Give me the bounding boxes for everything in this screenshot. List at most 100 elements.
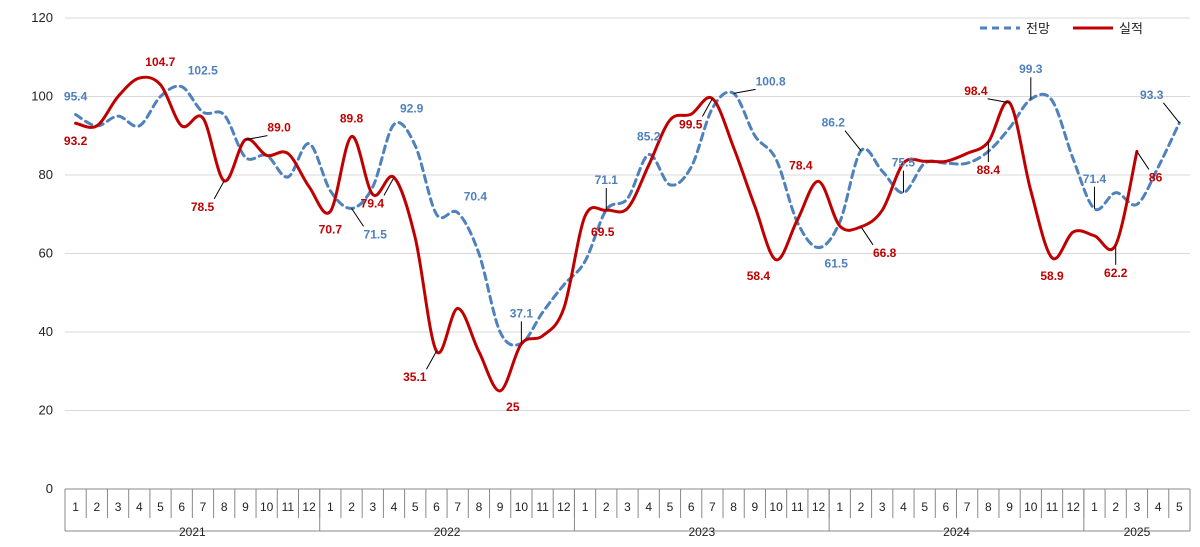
data-label: 66.8 <box>873 246 897 260</box>
y-tick-label: 20 <box>39 403 53 418</box>
data-label-leader <box>1136 151 1150 170</box>
month-label: 5 <box>921 500 928 514</box>
data-label: 88.4 <box>977 163 1001 177</box>
y-axis: 0 20 40 60 80 100 120 <box>31 10 53 496</box>
data-label: 62.2 <box>1104 266 1128 280</box>
data-label: 75.5 <box>892 156 916 170</box>
month-label: 10 <box>515 500 529 514</box>
month-label: 2 <box>1112 500 1119 514</box>
data-label: 71.5 <box>364 227 388 241</box>
data-label-leader <box>844 130 862 151</box>
month-label: 8 <box>476 500 483 514</box>
month-label: 11 <box>1046 500 1059 514</box>
month-label: 6 <box>943 500 950 514</box>
month-label: 7 <box>709 500 716 514</box>
month-label: 2 <box>93 500 100 514</box>
data-label-leader <box>351 208 364 227</box>
month-label: 2 <box>858 500 865 514</box>
month-label: 8 <box>221 500 228 514</box>
month-label: 6 <box>688 500 695 514</box>
data-label: 25 <box>506 400 520 414</box>
month-label: 4 <box>645 500 652 514</box>
month-label: 3 <box>1134 500 1141 514</box>
month-label: 9 <box>497 500 504 514</box>
year-label: 2022 <box>434 525 461 539</box>
month-label: 5 <box>667 500 674 514</box>
legend-label-actual: 실적 <box>1119 22 1143 37</box>
legend: 전망 실적 <box>980 22 1143 37</box>
year-label: 2025 <box>1124 525 1151 539</box>
data-label: 69.5 <box>591 225 615 239</box>
y-tick-label: 100 <box>31 89 53 104</box>
month-label: 6 <box>178 500 185 514</box>
data-label-leader <box>860 226 874 246</box>
y-tick-label: 0 <box>46 481 53 496</box>
month-label: 1 <box>582 500 589 514</box>
month-label: 12 <box>557 500 571 514</box>
month-label: 3 <box>369 500 376 514</box>
data-label: 70.4 <box>464 190 488 204</box>
data-label-leader <box>245 135 268 141</box>
month-label: 7 <box>200 500 207 514</box>
month-label: 10 <box>1024 500 1038 514</box>
data-label: 89.0 <box>267 121 291 135</box>
grid-lines <box>65 17 1190 411</box>
month-label: 3 <box>115 500 122 514</box>
data-label: 85.2 <box>637 130 661 144</box>
month-label: 5 <box>157 500 164 514</box>
data-label: 86 <box>1149 170 1163 184</box>
data-label: 95.4 <box>64 90 88 104</box>
data-label-leader <box>701 98 713 117</box>
month-label: 11 <box>282 500 295 514</box>
month-label: 3 <box>624 500 631 514</box>
month-label: 10 <box>769 500 783 514</box>
month-label: 6 <box>433 500 440 514</box>
data-label: 37.1 <box>510 306 534 320</box>
data-label: 71.4 <box>1083 172 1107 186</box>
data-label-leader <box>733 88 756 94</box>
data-label: 92.9 <box>400 101 424 115</box>
data-label: 93.2 <box>64 134 88 148</box>
data-label: 89.8 <box>340 112 364 126</box>
month-label: 10 <box>260 500 274 514</box>
y-tick-label: 120 <box>31 10 53 25</box>
y-tick-label: 80 <box>39 167 53 182</box>
series-line-actual <box>74 75 1139 393</box>
data-label: 70.7 <box>319 223 343 237</box>
month-label: 9 <box>752 500 759 514</box>
data-label: 79.4 <box>361 196 385 210</box>
month-label: 3 <box>879 500 886 514</box>
y-tick-label: 60 <box>39 246 53 261</box>
month-label: 8 <box>730 500 737 514</box>
year-label: 2024 <box>943 525 970 539</box>
month-label: 1 <box>836 500 843 514</box>
month-label: 7 <box>454 500 461 514</box>
legend-label-forecast: 전망 <box>1026 22 1050 37</box>
data-label-leader <box>213 180 225 200</box>
month-label: 12 <box>1067 500 1081 514</box>
month-label: 12 <box>812 500 826 514</box>
month-label: 8 <box>985 500 992 514</box>
series-lines <box>74 75 1181 393</box>
month-label: 1 <box>327 500 334 514</box>
data-label: 71.1 <box>595 173 619 187</box>
data-label-leader <box>987 98 1010 104</box>
x-axis: 1 2 3 4 5 6 7 8 9 10 11 12 1 2 3 4 5 6 7 8 9 10 11 12 1 2 3 4 5 6 7 8 9 1… <box>64 488 1191 539</box>
data-label: 35.1 <box>403 370 427 384</box>
series-line-forecast <box>74 84 1181 347</box>
data-label: 102.5 <box>188 64 218 78</box>
month-label: 5 <box>412 500 419 514</box>
month-label: 11 <box>536 500 549 514</box>
month-label: 4 <box>391 500 398 514</box>
data-label-leader <box>426 350 437 370</box>
data-label: 86.2 <box>822 116 846 130</box>
data-label: 78.5 <box>191 200 215 214</box>
month-label: 4 <box>900 500 907 514</box>
month-label: 4 <box>136 500 143 514</box>
month-label: 7 <box>964 500 971 514</box>
month-label: 2 <box>348 500 355 514</box>
month-label: 4 <box>1155 500 1162 514</box>
y-tick-label: 40 <box>39 324 53 339</box>
data-label-leader <box>1162 102 1180 124</box>
